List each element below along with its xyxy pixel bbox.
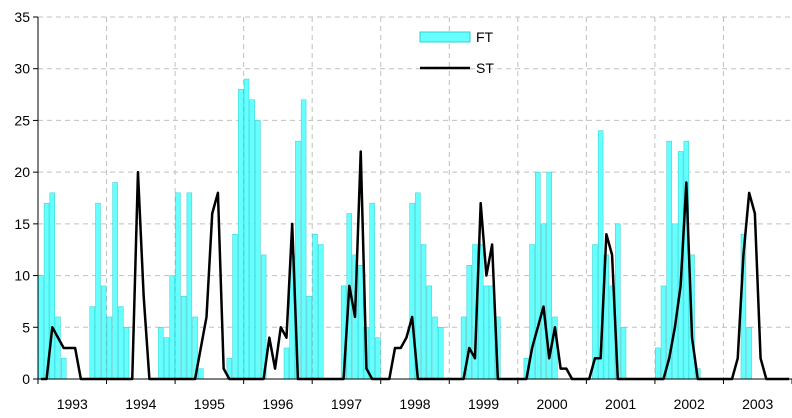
x-tick-label: 1998 bbox=[399, 396, 430, 412]
ft-bar bbox=[318, 244, 324, 380]
legend: FT ST bbox=[419, 29, 494, 76]
ft-bar bbox=[163, 337, 170, 380]
legend-label-st: ST bbox=[476, 60, 494, 76]
ft-bar bbox=[123, 327, 130, 380]
ft-bar bbox=[169, 275, 175, 380]
ft-bar bbox=[672, 223, 678, 380]
ft-bar bbox=[535, 171, 541, 380]
ft-bar bbox=[186, 192, 193, 380]
ft-bar bbox=[283, 347, 290, 380]
ft-bar bbox=[409, 202, 415, 380]
y-tick-label: 20 bbox=[14, 164, 30, 180]
y-tick-label: 5 bbox=[22, 319, 30, 335]
x-tick-label: 1993 bbox=[57, 396, 88, 412]
ft-bar bbox=[375, 337, 381, 380]
ft-bar bbox=[358, 264, 364, 380]
ft-bar bbox=[426, 285, 432, 380]
y-tick-label: 25 bbox=[14, 112, 30, 128]
ft-bar bbox=[118, 306, 124, 380]
x-tick-label: 1995 bbox=[194, 396, 225, 412]
ft-bar bbox=[38, 275, 44, 380]
ft-bar bbox=[243, 78, 250, 380]
ft-bar bbox=[300, 99, 307, 380]
y-tick-label: 0 bbox=[22, 371, 30, 387]
ft-bar bbox=[420, 244, 427, 380]
x-tick-label: 1994 bbox=[125, 396, 156, 412]
ft-bar bbox=[158, 327, 164, 380]
ft-bar bbox=[432, 316, 438, 380]
ft-bar bbox=[255, 120, 261, 380]
x-tick-label: 1996 bbox=[262, 396, 293, 412]
legend-label-ft: FT bbox=[476, 29, 494, 45]
ft-bar bbox=[437, 327, 444, 380]
ft-bar bbox=[112, 182, 118, 380]
ft-bar bbox=[306, 296, 313, 380]
ft-bar bbox=[238, 89, 244, 380]
y-tick-label: 15 bbox=[14, 216, 30, 232]
x-tick-label: 1999 bbox=[468, 396, 499, 412]
x-tick-label: 2002 bbox=[674, 396, 705, 412]
ft-bar bbox=[660, 285, 667, 380]
ft-bar bbox=[95, 202, 101, 380]
ft-bar bbox=[540, 223, 547, 380]
ft-bar bbox=[89, 306, 95, 380]
legend-swatch-ft bbox=[419, 31, 471, 43]
x-tick-label: 2003 bbox=[742, 396, 773, 412]
ft-bar bbox=[483, 285, 490, 380]
ft-bar bbox=[655, 347, 661, 380]
ft-bar bbox=[175, 192, 181, 380]
axes bbox=[33, 16, 792, 384]
grid bbox=[38, 16, 792, 379]
ft-bar bbox=[60, 358, 67, 380]
ft-bar bbox=[180, 296, 187, 380]
x-tick-label: 2000 bbox=[537, 396, 568, 412]
y-tick-label: 30 bbox=[14, 61, 30, 77]
ft-bar bbox=[746, 327, 752, 380]
y-tick-label: 35 bbox=[14, 9, 30, 25]
ft-bar bbox=[106, 316, 113, 380]
ft-bar bbox=[312, 233, 318, 380]
ft-bar bbox=[232, 233, 238, 380]
ft-bar bbox=[55, 316, 61, 380]
x-tick-labels: 1993 1994 1995 1996 1997 1998 1999 2000 2001 2002… bbox=[57, 396, 774, 412]
ft-bar bbox=[198, 368, 204, 380]
ft-bar bbox=[620, 327, 627, 380]
ft-bar bbox=[100, 285, 107, 380]
x-tick-label: 2001 bbox=[605, 396, 636, 412]
ft-bar bbox=[249, 99, 255, 380]
y-tick-label: 10 bbox=[14, 268, 30, 284]
y-tick-labels: 0 5 10 15 20 25 30 35 bbox=[14, 9, 30, 387]
x-tick-label: 1997 bbox=[331, 396, 362, 412]
ft-bar bbox=[369, 202, 375, 380]
